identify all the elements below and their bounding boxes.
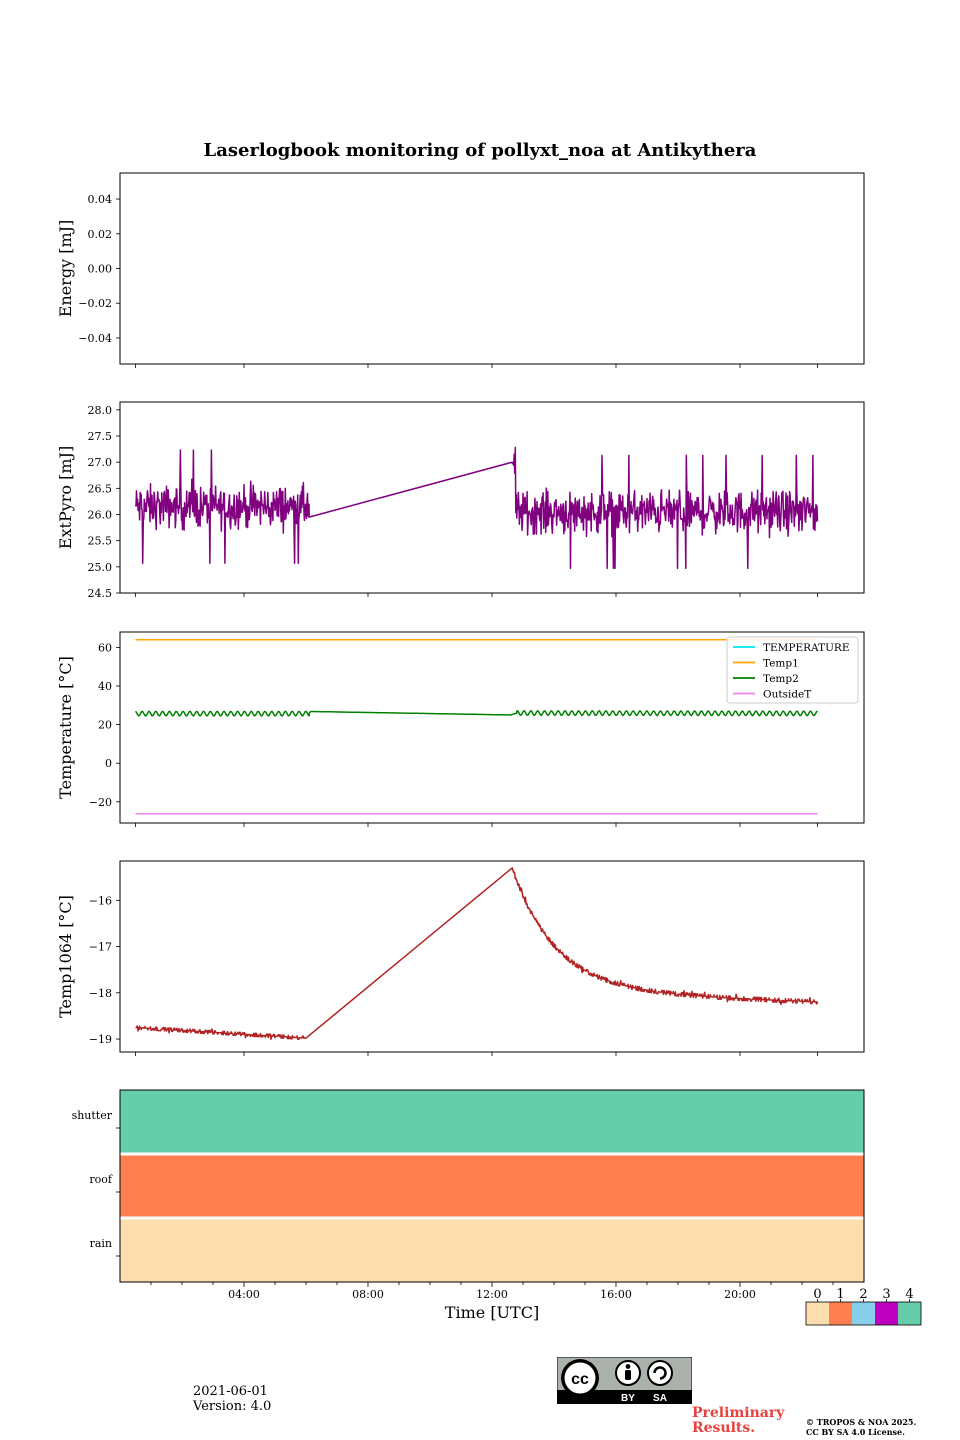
y-tick-label: 0.00 bbox=[88, 263, 113, 276]
y-tick-label: −0.02 bbox=[78, 297, 112, 310]
y-tick-label: 28.0 bbox=[88, 404, 113, 417]
y-tick-label: 27.0 bbox=[88, 456, 113, 469]
cc-sa-label: SA bbox=[653, 1393, 667, 1404]
svg-text:cc: cc bbox=[571, 1371, 589, 1388]
series-line-temp2 bbox=[134, 709, 818, 717]
y-axis-label-0: Energy [mJ] bbox=[56, 220, 75, 318]
preliminary-results-note: Preliminary Results. bbox=[692, 1406, 784, 1436]
colorbar-label-4: 4 bbox=[905, 1287, 913, 1302]
status-row-roof bbox=[120, 1154, 864, 1218]
x-tick-label: 08:00 bbox=[352, 1288, 384, 1301]
copyright-line-2: CC BY SA 4.0 License. bbox=[806, 1427, 905, 1437]
y-tick-label: 0 bbox=[105, 757, 112, 770]
colorbar-cell-4 bbox=[898, 1302, 921, 1325]
y-tick-label: −20 bbox=[89, 796, 112, 809]
y-tick-label: 24.5 bbox=[88, 587, 113, 600]
legend-label-temperature: TEMPERATURE bbox=[763, 642, 850, 654]
copyright-line-1: © TROPOS & NOA 2025. bbox=[806, 1417, 917, 1427]
extpyro-series-line bbox=[134, 446, 819, 570]
y-tick-label: −19 bbox=[89, 1033, 112, 1046]
colorbar-cell-1 bbox=[829, 1302, 852, 1325]
plot-frame-0 bbox=[119, 172, 865, 365]
y-tick-label: 25.5 bbox=[88, 535, 113, 548]
cc-by-label: BY bbox=[621, 1393, 635, 1404]
legend-box bbox=[726, 636, 859, 704]
x-tick-label: 20:00 bbox=[724, 1288, 756, 1301]
y-tick-label: −16 bbox=[89, 894, 112, 907]
y-tick-label: −0.04 bbox=[78, 332, 112, 345]
y-axis-label-1: ExtPyro [mJ] bbox=[56, 446, 75, 549]
y-tick-label: 20 bbox=[98, 719, 112, 732]
colorbar-cell-3 bbox=[875, 1302, 898, 1325]
x-tick-label: 04:00 bbox=[228, 1288, 260, 1301]
status-row-rain bbox=[120, 1218, 864, 1282]
y-tick-label: 60 bbox=[98, 641, 112, 654]
y-tick-label: −17 bbox=[89, 941, 112, 954]
colorbar-cell-0 bbox=[806, 1302, 829, 1325]
x-axis-label: Time [UTC] bbox=[445, 1303, 539, 1322]
colorbar-label-3: 3 bbox=[882, 1287, 890, 1302]
y-tick-label: 0.04 bbox=[88, 193, 113, 206]
preliminary-line-2: Results. bbox=[692, 1420, 756, 1436]
temp1064-series-line bbox=[135, 867, 819, 1041]
colorbar-label-1: 1 bbox=[836, 1287, 844, 1302]
version-label: Version: 4.0 bbox=[193, 1399, 272, 1414]
y-tick-label: 40 bbox=[98, 680, 112, 693]
colorbar-label-0: 0 bbox=[813, 1287, 821, 1302]
legend-label-outsidet: OutsideT bbox=[763, 689, 811, 701]
copyright-note: © TROPOS & NOA 2025. CC BY SA 4.0 Licens… bbox=[806, 1417, 916, 1437]
preliminary-line-1: Preliminary bbox=[692, 1405, 785, 1421]
date-version-block: 2021-06-01 Version: 4.0 bbox=[193, 1384, 271, 1414]
legend-label-temp1: Temp1 bbox=[763, 658, 799, 670]
y-axis-label-2: Temperature [°C] bbox=[56, 656, 75, 799]
x-tick-label: 12:00 bbox=[476, 1288, 508, 1301]
status-row-shutter bbox=[120, 1090, 864, 1154]
date-label: 2021-06-01 bbox=[193, 1384, 268, 1399]
y-tick-label: 26.0 bbox=[88, 509, 113, 522]
y-axis-label-3: Temp1064 [°C] bbox=[56, 895, 75, 1018]
y-tick-label: 0.02 bbox=[88, 228, 113, 241]
chart-title: Laserlogbook monitoring of pollyxt_noa a… bbox=[203, 140, 757, 161]
colorbar-cell-2 bbox=[852, 1302, 875, 1325]
status-row-label-roof: roof bbox=[89, 1173, 113, 1186]
y-tick-label: −18 bbox=[89, 987, 112, 1000]
y-tick-label: 27.5 bbox=[88, 430, 113, 443]
status-row-label-rain: rain bbox=[90, 1237, 112, 1250]
colorbar-label-2: 2 bbox=[859, 1287, 867, 1302]
plot-frame-3 bbox=[119, 860, 865, 1053]
y-tick-label: 25.0 bbox=[88, 561, 113, 574]
colorbar-frame bbox=[805, 1301, 922, 1326]
x-tick-label: 16:00 bbox=[600, 1288, 632, 1301]
y-tick-label: 26.5 bbox=[88, 482, 113, 495]
cc-by-sa-logo: cc BY SA bbox=[557, 1357, 692, 1404]
status-row-label-shutter: shutter bbox=[72, 1109, 113, 1122]
legend-label-temp2: Temp2 bbox=[763, 673, 799, 685]
